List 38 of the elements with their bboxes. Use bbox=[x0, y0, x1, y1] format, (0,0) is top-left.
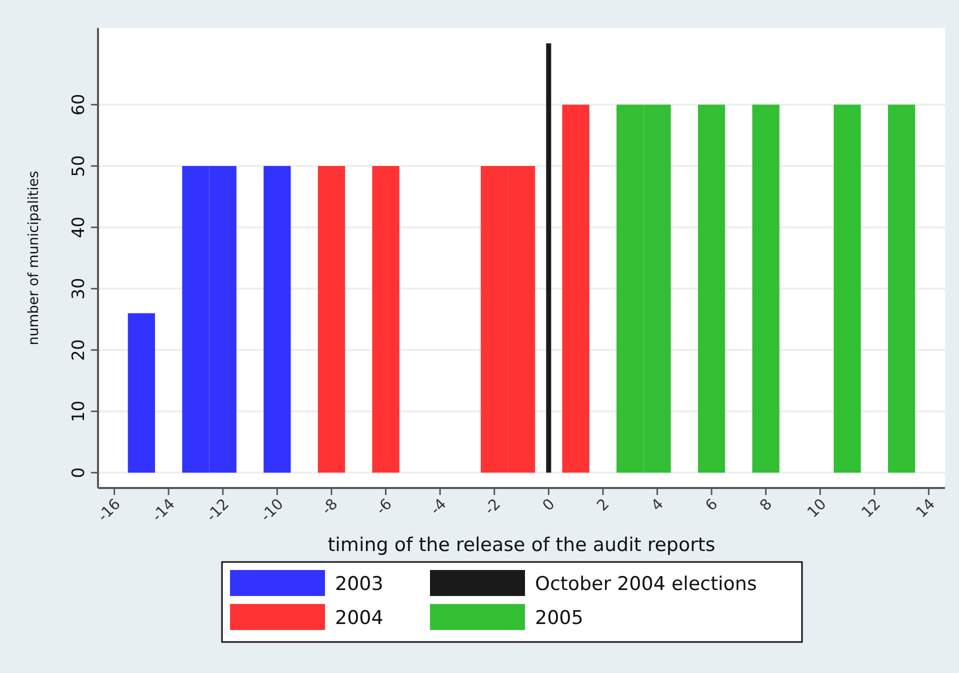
x-tick-label: 0 bbox=[538, 494, 558, 514]
y-tick-label: 0 bbox=[69, 467, 89, 478]
legend-label: 2005 bbox=[535, 607, 584, 629]
x-tick-label: 8 bbox=[756, 494, 776, 514]
y-tick-label: 10 bbox=[69, 400, 89, 422]
x-tick-label: 10 bbox=[804, 494, 830, 522]
x-axis-title: timing of the release of the audit reports bbox=[328, 534, 716, 556]
bar bbox=[562, 104, 590, 473]
x-tick-label: -12 bbox=[202, 494, 233, 526]
legend-label: October 2004 elections bbox=[535, 573, 757, 595]
bar bbox=[318, 166, 346, 473]
x-tick-label: -14 bbox=[148, 494, 178, 526]
x-tick-label: 4 bbox=[647, 494, 667, 514]
x-tick-label: 6 bbox=[702, 494, 722, 514]
bar bbox=[698, 104, 726, 473]
legend-label: 2003 bbox=[335, 573, 384, 595]
x-tick-label: -8 bbox=[318, 494, 342, 518]
bar bbox=[128, 313, 156, 473]
y-tick-label: 30 bbox=[69, 278, 89, 300]
bar bbox=[752, 104, 780, 473]
x-tick-label: 2 bbox=[593, 494, 613, 514]
bar bbox=[834, 104, 861, 473]
y-axis-title: number of municipalities bbox=[26, 170, 42, 346]
y-tick-label: 50 bbox=[69, 155, 89, 177]
y-tick-label: 20 bbox=[69, 339, 89, 361]
bar bbox=[264, 166, 291, 473]
y-tick-label: 60 bbox=[69, 94, 89, 116]
bar bbox=[372, 166, 400, 473]
y-tick-label: 40 bbox=[69, 216, 89, 238]
x-tick-label: -2 bbox=[480, 494, 504, 518]
x-tick-label: 12 bbox=[858, 494, 884, 522]
bar bbox=[888, 104, 916, 473]
x-tick-label: 14 bbox=[912, 494, 938, 522]
x-tick-label: -6 bbox=[372, 494, 396, 518]
x-tick-label: -16 bbox=[94, 494, 124, 526]
legend-label: 2004 bbox=[335, 607, 384, 629]
x-tick-label: -4 bbox=[426, 494, 450, 518]
x-tick-label: -10 bbox=[256, 494, 287, 526]
